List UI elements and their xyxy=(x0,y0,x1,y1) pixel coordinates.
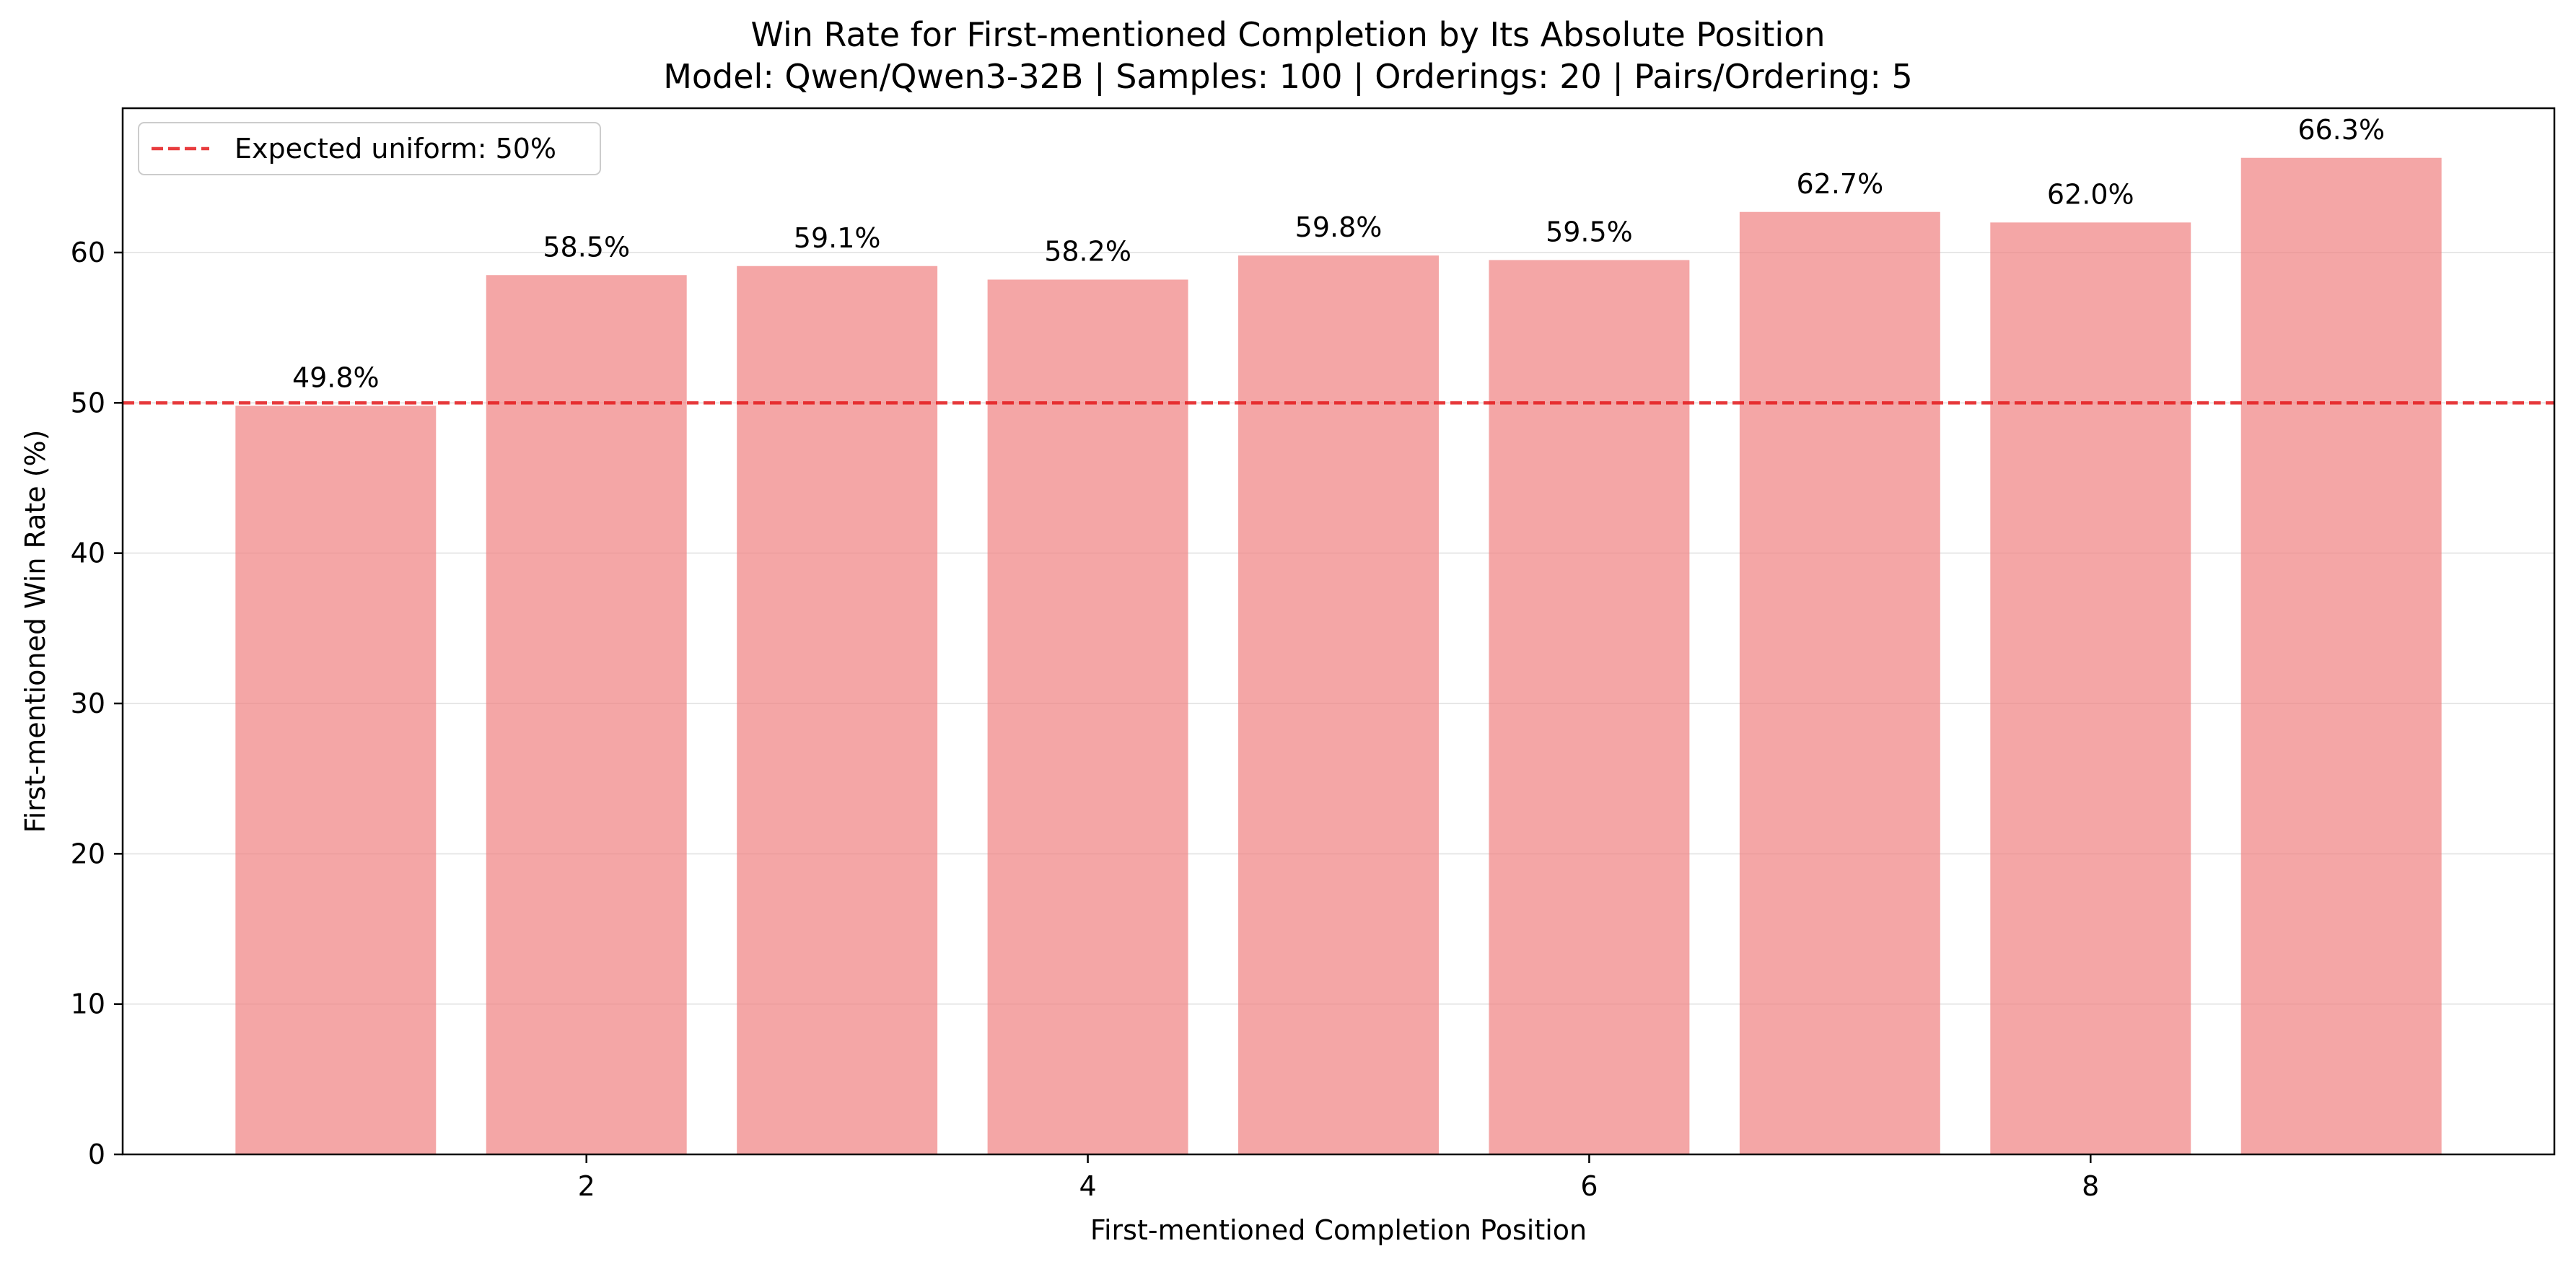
axis-ticks: 0 10 20 30 40 50 60 2 4 6 8 xyxy=(71,237,2100,1202)
x-tick-label: 2 xyxy=(578,1170,595,1202)
y-tick-label: 30 xyxy=(71,688,105,719)
bar-value-label: 58.5% xyxy=(543,231,630,263)
y-axis-label: First-mentioned Win Rate (%) xyxy=(19,430,51,833)
x-tick-label: 4 xyxy=(1079,1170,1096,1202)
bar xyxy=(2240,157,2442,1154)
x-axis-label: First-mentioned Completion Position xyxy=(1090,1214,1587,1246)
x-tick-label: 6 xyxy=(1580,1170,1598,1202)
bar xyxy=(486,275,687,1154)
legend: Expected uniform: 50% xyxy=(138,122,601,175)
data-labels: 49.8% 58.5% 59.1% 58.2% 59.8% 59.5% 62.7% 62.0%… xyxy=(292,114,2385,394)
chart-title: Win Rate for First-mentioned Completion … xyxy=(750,15,1825,54)
chart-subtitle: Model: Qwen/Qwen3-32B | Samples: 100 | O… xyxy=(663,57,1913,97)
y-tick-label: 0 xyxy=(88,1139,105,1170)
bar-value-label: 62.7% xyxy=(1796,168,1883,200)
bars xyxy=(235,157,2442,1155)
bar-value-label: 49.8% xyxy=(292,362,380,394)
legend-label: Expected uniform: 50% xyxy=(235,133,556,165)
x-tick-label: 8 xyxy=(2082,1170,2099,1202)
bar xyxy=(1990,222,2191,1154)
y-tick-label: 50 xyxy=(71,387,105,418)
bar xyxy=(987,279,1188,1154)
y-tick-label: 60 xyxy=(71,237,105,268)
plot-area-frame xyxy=(121,107,2556,1156)
bar xyxy=(737,266,938,1154)
bar-value-label: 59.1% xyxy=(794,222,881,254)
bar-value-label: 58.2% xyxy=(1044,236,1131,268)
bar-value-label: 66.3% xyxy=(2297,114,2385,146)
y-tick-label: 20 xyxy=(71,838,105,869)
bar xyxy=(235,405,437,1154)
y-tick-label: 40 xyxy=(71,538,105,569)
bar-value-label: 59.5% xyxy=(1546,216,1633,247)
bar xyxy=(1489,260,1690,1155)
bar xyxy=(1739,211,1940,1154)
bar-value-label: 59.8% xyxy=(1295,211,1383,243)
bar-value-label: 62.0% xyxy=(2047,178,2134,210)
legend-box xyxy=(138,122,601,175)
bar xyxy=(1238,255,1439,1155)
y-tick-label: 10 xyxy=(71,988,105,1020)
